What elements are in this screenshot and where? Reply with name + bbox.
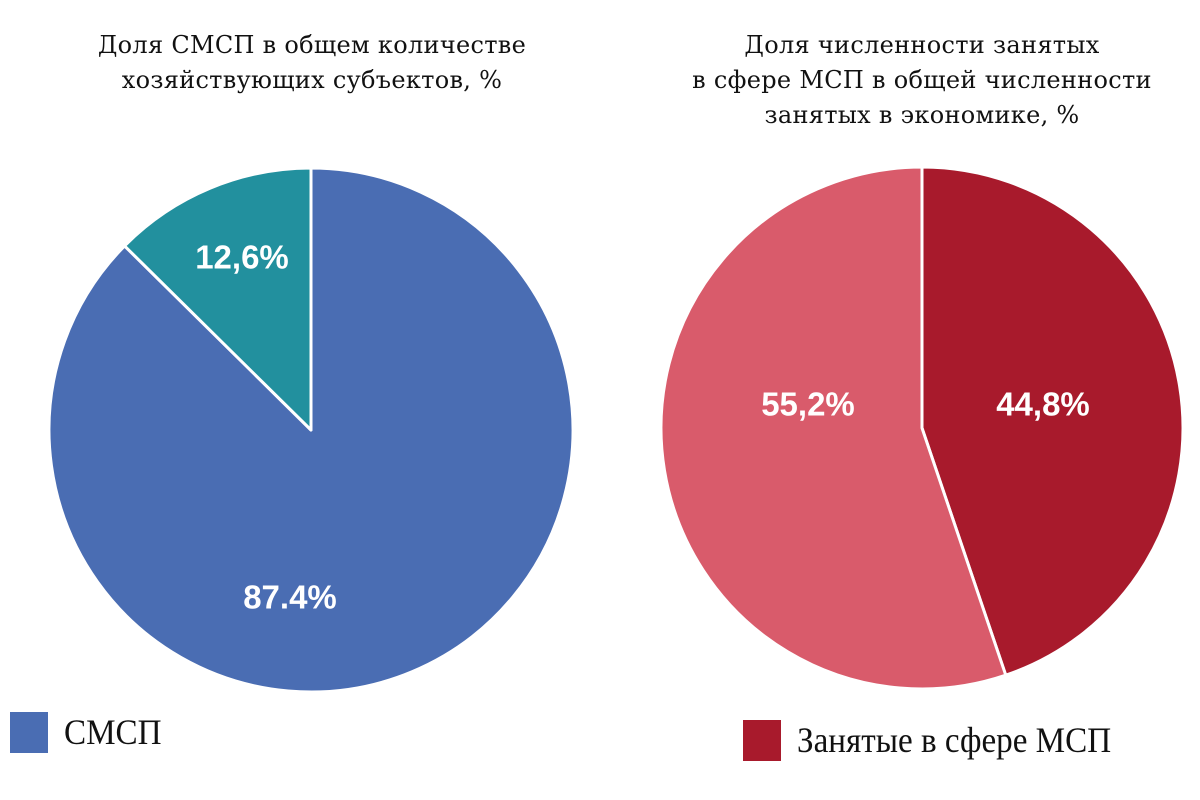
slice-data-label: 55,2%	[761, 386, 855, 423]
slice-data-label: 87.4%	[243, 579, 337, 616]
pie-slice	[920, 165, 1185, 677]
title-line: Доля численности занятых	[744, 31, 1100, 59]
right-chart-title: Доля численности занятых в сфере МСП в о…	[622, 28, 1200, 133]
slice-data-label: 12,6%	[195, 239, 289, 276]
slice-data-label: 44,8%	[996, 386, 1090, 423]
title-line: хозяйствующих субъектов, %	[121, 66, 503, 94]
pie-slice	[123, 166, 313, 432]
right-legend: Занятые в сфере МСП	[743, 719, 1138, 761]
title-line: Доля СМСП в общем количестве	[97, 31, 527, 59]
legend-label: Занятые в сфере МСП	[797, 720, 1112, 760]
title-line: в сфере МСП в общей численности	[692, 66, 1152, 94]
left-chart-title: Доля СМСП в общем количестве хозяйствующ…	[12, 28, 612, 98]
title-line: занятых в экономике, %	[764, 101, 1080, 129]
pie-slice	[659, 165, 1008, 691]
left-legend: СМСП	[10, 711, 170, 753]
legend-label: СМСП	[64, 712, 162, 752]
legend-swatch-msp-employed	[743, 719, 781, 761]
legend-swatch-smsp	[10, 711, 48, 753]
